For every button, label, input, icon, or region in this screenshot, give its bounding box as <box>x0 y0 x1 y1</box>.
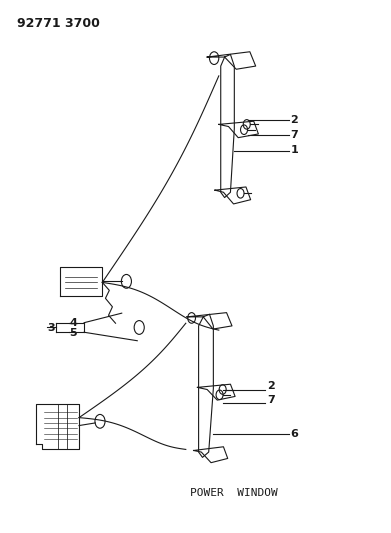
Text: 1: 1 <box>291 145 298 155</box>
Text: 5: 5 <box>69 328 77 338</box>
Text: 7: 7 <box>291 130 298 140</box>
Text: 2: 2 <box>267 381 275 391</box>
Text: 4: 4 <box>69 318 77 328</box>
Text: 2: 2 <box>291 115 298 125</box>
Text: 6: 6 <box>291 429 298 439</box>
Text: 3: 3 <box>47 323 55 333</box>
Text: 7: 7 <box>267 395 275 405</box>
Text: 92771 3700: 92771 3700 <box>17 17 100 30</box>
Text: POWER  WINDOW: POWER WINDOW <box>190 488 278 498</box>
